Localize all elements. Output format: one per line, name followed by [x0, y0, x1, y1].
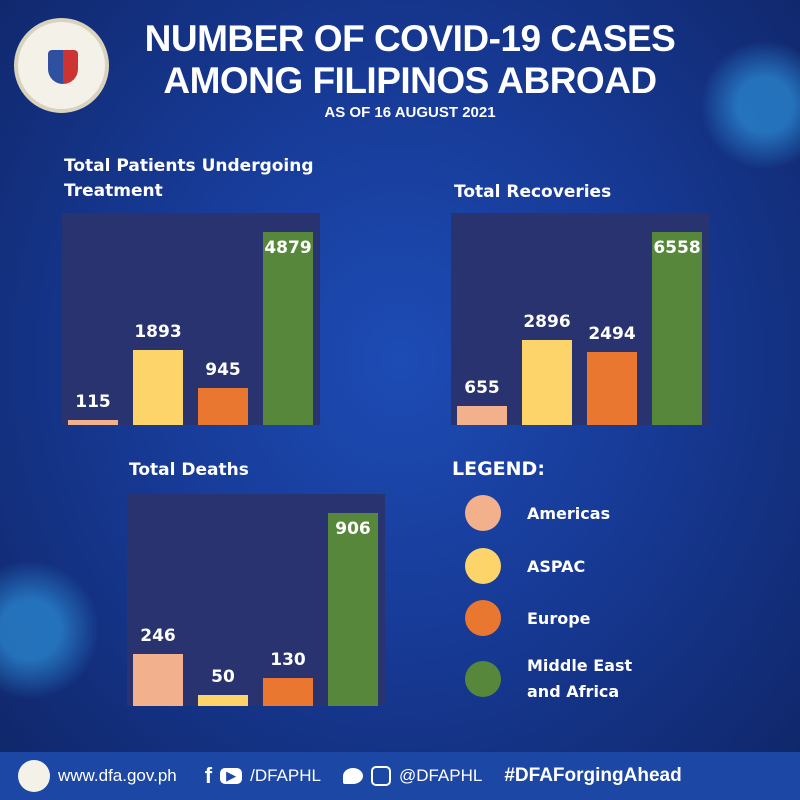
legend-swatch [465, 548, 501, 584]
social-handle-fb-yt[interactable]: /DFAPHL [250, 766, 321, 785]
page-title: NUMBER OF COVID-19 CASES AMONG FILIPINOS… [110, 18, 710, 102]
footer: www.dfa.gov.ph f ▶ /DFAPHL @DFAPHL #DFAF… [0, 752, 800, 800]
youtube-icon[interactable]: ▶ [220, 768, 243, 784]
chart-title-treatment: Total Patients Undergoing Treatment [64, 156, 314, 201]
legend-item-mea: Middle East and Africa [465, 653, 632, 705]
title-line-1: NUMBER OF COVID-19 CASES [144, 18, 676, 59]
bar-middle-east-and-africa [652, 232, 702, 425]
bar-americas [68, 420, 118, 425]
legend-item-americas: Americas [465, 495, 610, 531]
data-label: 2896 [523, 311, 571, 332]
dfa-seal-logo [14, 18, 109, 113]
bar-middle-east-and-africa [263, 232, 313, 425]
chart-title-recoveries: Total Recoveries [454, 182, 612, 202]
social-handle-tw-ig[interactable]: @DFAPHL [398, 766, 483, 785]
bar-aspac [522, 339, 572, 425]
legend-swatch [465, 495, 501, 531]
legend-item-europe: Europe [465, 600, 591, 636]
data-label: 130 [270, 650, 306, 671]
twitter-icon[interactable] [342, 768, 363, 784]
data-label: 50 [211, 667, 235, 688]
title-line-2: AMONG FILIPINOS ABROAD [163, 60, 657, 101]
bar-europe [198, 387, 248, 425]
legend-label: Americas [527, 503, 611, 523]
bar-middle-east-and-africa [328, 513, 378, 706]
legend-label: Europe [527, 608, 591, 628]
dfa-seal-icon [18, 760, 50, 792]
bar-europe [263, 678, 313, 706]
legend-label-line1: Middle East [527, 656, 633, 675]
bar-americas [457, 405, 507, 425]
facebook-icon[interactable]: f [204, 763, 213, 788]
data-label: 906 [335, 519, 371, 539]
legend-label-line2: and Africa [527, 682, 620, 701]
virus-decoration [0, 560, 100, 700]
legend-title: LEGEND: [452, 458, 545, 480]
data-label: 115 [75, 392, 111, 413]
legend-item-aspac: ASPAC [465, 548, 585, 584]
chart-treatment: 115 1893 945 4879 [62, 213, 320, 425]
bar-americas [133, 653, 183, 706]
data-label: 1893 [134, 322, 182, 343]
data-label: 6558 [653, 238, 701, 258]
instagram-icon[interactable] [370, 766, 391, 786]
data-label: 945 [205, 359, 241, 380]
data-label: 655 [464, 377, 500, 398]
bar-europe [587, 351, 637, 425]
hashtag: #DFAForgingAhead [504, 765, 682, 786]
legend-swatch [465, 600, 501, 636]
bar-aspac [198, 695, 248, 706]
subtitle: AS OF 16 AUGUST 2021 [324, 104, 496, 121]
data-label: 4879 [264, 238, 312, 258]
chart-title-deaths: Total Deaths [129, 460, 249, 480]
legend-label: ASPAC [527, 556, 586, 576]
chart-recoveries: 655 2896 2494 6558 [451, 213, 709, 425]
data-label: 246 [140, 625, 176, 646]
website-link[interactable]: www.dfa.gov.ph [58, 766, 177, 785]
legend-swatch [465, 661, 501, 697]
chart-deaths: 246 50 130 906 [127, 494, 385, 706]
virus-decoration [700, 40, 800, 170]
data-label: 2494 [588, 323, 636, 344]
legend-label: Middle East and Africa [527, 653, 632, 705]
bar-aspac [133, 350, 183, 425]
